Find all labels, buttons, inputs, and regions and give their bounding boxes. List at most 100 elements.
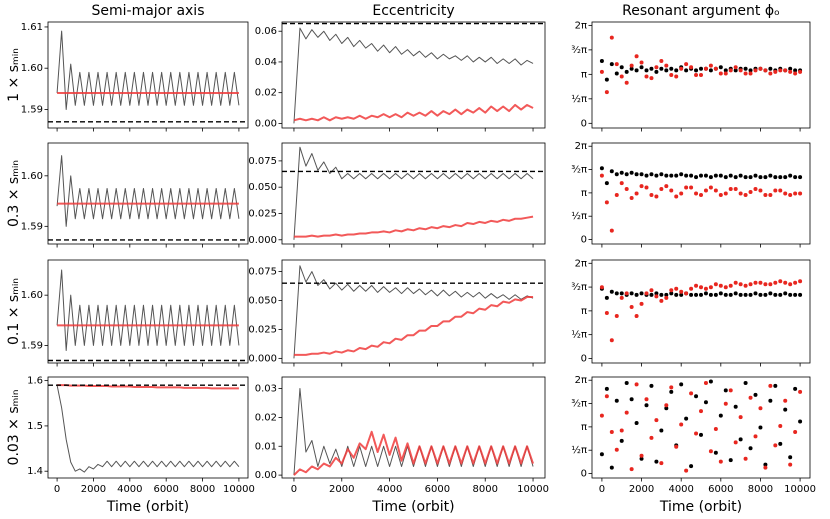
point	[634, 421, 639, 426]
point	[689, 65, 694, 70]
axes-frame	[281, 21, 546, 129]
y-tick-label: 1.60	[21, 290, 43, 301]
point	[728, 173, 733, 178]
point	[718, 413, 723, 418]
point	[654, 459, 659, 464]
point	[659, 428, 664, 433]
point	[738, 191, 743, 196]
point	[619, 74, 624, 79]
point	[748, 395, 753, 400]
row-label: 0.03 × sₘᵢₙ	[6, 390, 22, 466]
point	[713, 292, 718, 297]
panel: Time (orbit) 0.00 0.01 0.02 0.03 0 2000 4000 600…	[255, 376, 549, 515]
point	[674, 286, 679, 291]
y-tick-label: ³⁄₂π	[571, 45, 587, 56]
point	[778, 424, 783, 429]
point	[758, 66, 763, 71]
point	[609, 62, 614, 67]
point	[674, 74, 679, 79]
point	[798, 419, 803, 424]
point	[629, 170, 634, 175]
y-tick-label: 0.000	[248, 235, 277, 246]
point	[699, 292, 703, 297]
point	[718, 291, 723, 296]
point	[708, 63, 713, 68]
point	[634, 54, 639, 59]
red-series-line	[293, 215, 534, 238]
point	[689, 464, 694, 469]
point	[649, 66, 654, 71]
point	[614, 172, 619, 177]
point	[674, 68, 679, 73]
point	[604, 311, 609, 316]
point	[708, 185, 713, 190]
plot-area	[293, 388, 534, 476]
point	[679, 422, 684, 427]
point	[604, 295, 609, 300]
point	[718, 71, 723, 76]
point	[788, 292, 793, 297]
point	[699, 73, 703, 77]
point	[788, 462, 793, 467]
point	[723, 68, 728, 73]
point	[649, 288, 654, 293]
point	[758, 175, 763, 180]
point	[639, 65, 644, 70]
point	[599, 58, 604, 63]
point	[798, 69, 803, 74]
point	[664, 406, 669, 411]
point	[694, 431, 699, 436]
point	[793, 292, 798, 297]
point	[634, 191, 639, 196]
axes-frame	[591, 142, 811, 245]
point	[748, 282, 753, 287]
point	[743, 380, 748, 385]
x-tick-label: 2000	[629, 484, 654, 495]
point	[758, 292, 763, 297]
point	[713, 426, 718, 431]
point	[609, 35, 614, 40]
y-tick-label: 0.02	[255, 412, 277, 423]
point	[763, 465, 768, 470]
plot-area	[48, 384, 248, 473]
column-title: Semi-major axis	[91, 3, 204, 19]
point	[609, 465, 614, 470]
point	[629, 397, 634, 402]
point	[783, 68, 788, 73]
point	[659, 461, 664, 466]
point	[689, 286, 694, 291]
y-tick-label: 0	[581, 469, 587, 480]
point	[793, 280, 798, 285]
point	[728, 283, 733, 288]
y-tick-label: 0.00	[255, 118, 277, 129]
y-tick-label: 0.050	[248, 296, 277, 307]
red-series-line	[57, 384, 239, 390]
point	[634, 172, 639, 177]
plot-area	[48, 30, 248, 123]
y-tick-label: π	[581, 69, 587, 80]
point	[694, 191, 699, 196]
plot-area	[599, 379, 803, 473]
y-tick-label: ½π	[571, 93, 587, 105]
point	[763, 462, 768, 467]
point	[703, 188, 708, 193]
point	[798, 292, 803, 297]
panel: Eccentricity 0.00 0.02 0.04 0.06	[255, 3, 546, 132]
point	[599, 452, 604, 457]
y-tick-label: 0.025	[248, 208, 277, 219]
y-tick-label: 1.61	[21, 22, 43, 33]
point	[743, 292, 748, 297]
point	[694, 73, 699, 77]
gray-series-line	[56, 385, 240, 473]
point	[778, 441, 783, 446]
point	[708, 292, 713, 297]
column-title: Resonant argument ϕₒ	[622, 3, 780, 19]
gray-series-line	[293, 146, 534, 240]
point	[699, 432, 703, 437]
y-tick-label: π	[581, 306, 587, 317]
point	[733, 440, 738, 445]
point	[649, 435, 654, 440]
point	[723, 285, 728, 290]
point	[669, 173, 674, 178]
